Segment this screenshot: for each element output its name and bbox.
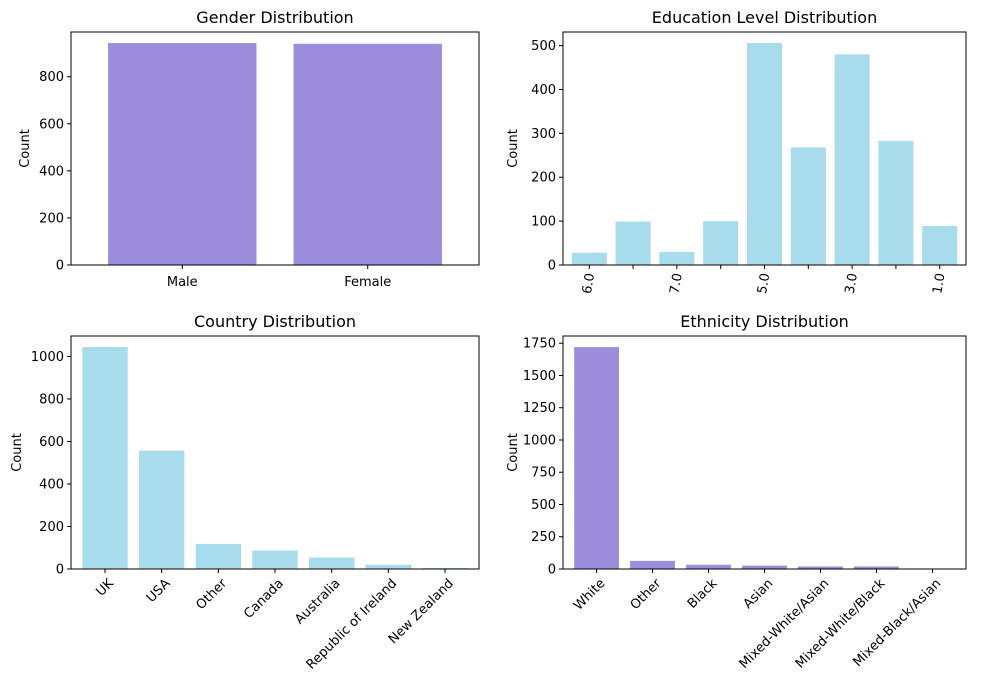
bar [309, 557, 355, 569]
x-tick-label: UK [93, 576, 117, 600]
bar [922, 225, 958, 265]
bar [834, 54, 870, 265]
x-tick-label: 7.0 [667, 272, 685, 295]
y-tick-label: 300 [531, 127, 556, 142]
bar [746, 42, 783, 266]
bar [798, 566, 843, 569]
bar [571, 252, 607, 265]
bar [252, 550, 298, 569]
y-tick-label: 400 [39, 477, 64, 492]
bar [422, 567, 468, 569]
plot-frame [562, 335, 967, 570]
bar [293, 43, 442, 266]
x-tick-label: 3.0 [843, 272, 861, 295]
y-axis-label: Count [506, 433, 521, 472]
y-tick-label: 0 [56, 563, 64, 578]
y-tick-label: 600 [39, 435, 64, 450]
y-tick-label: 200 [39, 211, 64, 226]
x-tick-label: Male [167, 275, 198, 290]
bar [195, 543, 241, 569]
y-tick-label: 1750 [523, 337, 556, 352]
x-tick-label: 6.0 [580, 272, 598, 295]
x-tick-label: Asian [741, 576, 777, 612]
chart-title: Education Level Distribution [652, 8, 877, 27]
x-tick-label: White [571, 576, 608, 613]
y-tick-label: 100 [531, 215, 556, 230]
x-tick-label: Black [685, 576, 721, 612]
y-axis-label: Count [10, 433, 25, 472]
y-axis-label: Count [18, 129, 33, 168]
y-tick-label: 750 [531, 466, 556, 481]
subplot-4: 0 250 500 750 1000 1250 1500 1750 White Other Blac… [506, 312, 967, 672]
subplot-1: 0 200 400 600 800 Male Female Gender Distributi… [18, 8, 480, 290]
bar [574, 347, 619, 569]
x-tick-label: Other [628, 576, 665, 613]
x-tick-label: Female [344, 275, 391, 290]
bar [703, 221, 739, 265]
x-tick-label: Other [193, 576, 230, 613]
y-tick-label: 1250 [523, 401, 556, 416]
bar [686, 564, 731, 569]
x-tick-label: Australia [292, 576, 343, 627]
y-tick-label: 800 [39, 70, 64, 85]
bar [742, 565, 787, 569]
y-tick-label: 400 [39, 164, 64, 179]
plot-frame [70, 335, 480, 570]
y-tick-label: 200 [39, 520, 64, 535]
y-tick-label: 1000 [31, 350, 64, 365]
y-tick-label: 1000 [523, 433, 556, 448]
bar [82, 347, 128, 569]
x-tick-label: Canada [241, 576, 287, 622]
subplot-3: 0 200 400 600 800 1000 UK USA Other Canada Austral… [10, 312, 480, 673]
x-tick-label: 5.0 [755, 272, 773, 295]
bar [365, 564, 411, 569]
bar [139, 450, 185, 569]
y-tick-label: 500 [531, 498, 556, 513]
y-tick-label: 500 [531, 39, 556, 54]
bar [790, 147, 826, 265]
y-tick-label: 250 [531, 530, 556, 545]
bar [630, 560, 675, 569]
subplot-2: 0 100 200 300 400 500 6.0 7.0 5.0 3.0 1.0 Education… [506, 8, 967, 295]
y-tick-label: 600 [39, 117, 64, 132]
chart-title: Country Distribution [194, 312, 356, 331]
bar [659, 251, 695, 265]
y-axis-label: Count [506, 129, 521, 168]
x-tick-label: USA [144, 576, 174, 606]
y-tick-label: 0 [548, 563, 556, 578]
y-tick-label: 1500 [523, 369, 556, 384]
x-tick-label: 1.0 [930, 272, 948, 295]
y-tick-label: 0 [548, 259, 556, 274]
y-tick-label: 200 [531, 171, 556, 186]
bar [878, 140, 914, 265]
y-tick-label: 400 [531, 83, 556, 98]
plot-frame [70, 31, 480, 266]
bar [615, 221, 651, 265]
bar [108, 43, 257, 265]
bar [854, 566, 899, 569]
y-tick-label: 0 [56, 259, 64, 274]
chart-title: Ethnicity Distribution [680, 312, 849, 331]
chart-title: Gender Distribution [196, 8, 353, 27]
y-tick-label: 800 [39, 392, 64, 407]
